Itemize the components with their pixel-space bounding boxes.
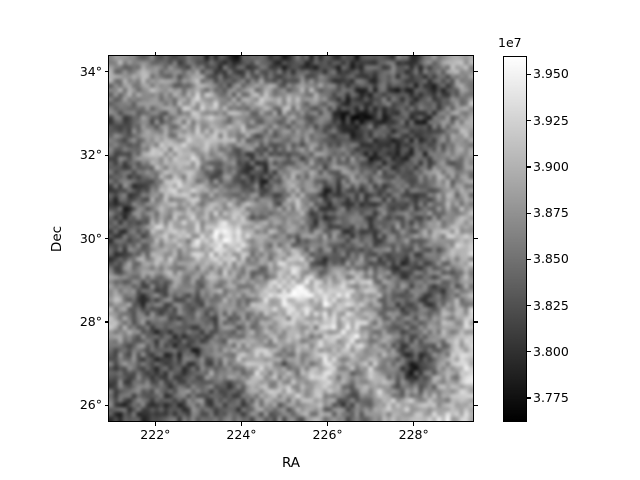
y-tick-mark xyxy=(104,321,108,323)
colorbar-tick-mark xyxy=(527,120,531,122)
y-tick-mark-right xyxy=(474,238,478,240)
sky-map-axes[interactable] xyxy=(108,55,474,422)
colorbar-gradient xyxy=(504,57,526,421)
colorbar-tick-mark xyxy=(527,397,531,399)
x-tick-mark xyxy=(154,422,156,426)
y-tick-mark-right xyxy=(474,321,478,323)
colorbar-tick-mark xyxy=(527,73,531,76)
x-tick-label: 228° xyxy=(398,427,429,442)
y-tick-mark xyxy=(104,71,108,73)
x-tick-label: 222° xyxy=(140,427,171,442)
x-tick-mark-top xyxy=(240,51,243,55)
x-axis-label: RA xyxy=(281,455,301,471)
colorbar-tick-label: 3.875 xyxy=(533,204,569,220)
x-tick-mark-top xyxy=(327,51,329,55)
colorbar-tick-mark xyxy=(527,305,531,307)
x-tick-mark xyxy=(327,422,329,426)
colorbar-tick-label: 3.950 xyxy=(533,66,569,82)
sky-map-image xyxy=(109,56,473,421)
colorbar-axes[interactable] xyxy=(503,56,527,422)
x-tick-label: 226° xyxy=(312,427,343,442)
y-tick-mark-right xyxy=(474,71,478,73)
colorbar-tick-mark xyxy=(527,212,531,214)
x-tick-mark-top xyxy=(154,51,156,55)
y-tick-mark xyxy=(104,404,108,406)
x-tick-mark xyxy=(240,422,243,426)
y-tick-mark-right xyxy=(474,404,478,406)
y-tick-label: 26° xyxy=(79,397,102,413)
colorbar-tick-mark xyxy=(527,258,531,260)
y-tick-mark xyxy=(104,154,108,156)
y-axis-label: Dec xyxy=(49,225,65,253)
y-tick-mark xyxy=(104,238,108,240)
colorbar-tick-label: 3.925 xyxy=(533,112,569,128)
y-tick-label: 32° xyxy=(79,146,102,162)
colorbar-offset-text: 1e7 xyxy=(498,35,522,50)
y-tick-label: 28° xyxy=(79,313,102,329)
colorbar-tick-label: 3.775 xyxy=(533,389,569,405)
x-tick-mark xyxy=(413,422,415,426)
x-tick-label: 224° xyxy=(226,427,257,442)
colorbar-tick-label: 3.900 xyxy=(533,158,569,174)
y-tick-mark-right xyxy=(474,154,478,156)
x-tick-mark-top xyxy=(413,51,415,55)
colorbar-tick-label: 3.800 xyxy=(533,343,569,359)
y-tick-label: 30° xyxy=(79,230,102,246)
colorbar-tick-label: 3.850 xyxy=(533,251,569,267)
colorbar-tick-mark xyxy=(527,166,531,168)
colorbar-tick-mark xyxy=(527,351,531,353)
y-tick-label: 34° xyxy=(79,63,102,79)
colorbar-tick-label: 3.825 xyxy=(533,297,569,313)
